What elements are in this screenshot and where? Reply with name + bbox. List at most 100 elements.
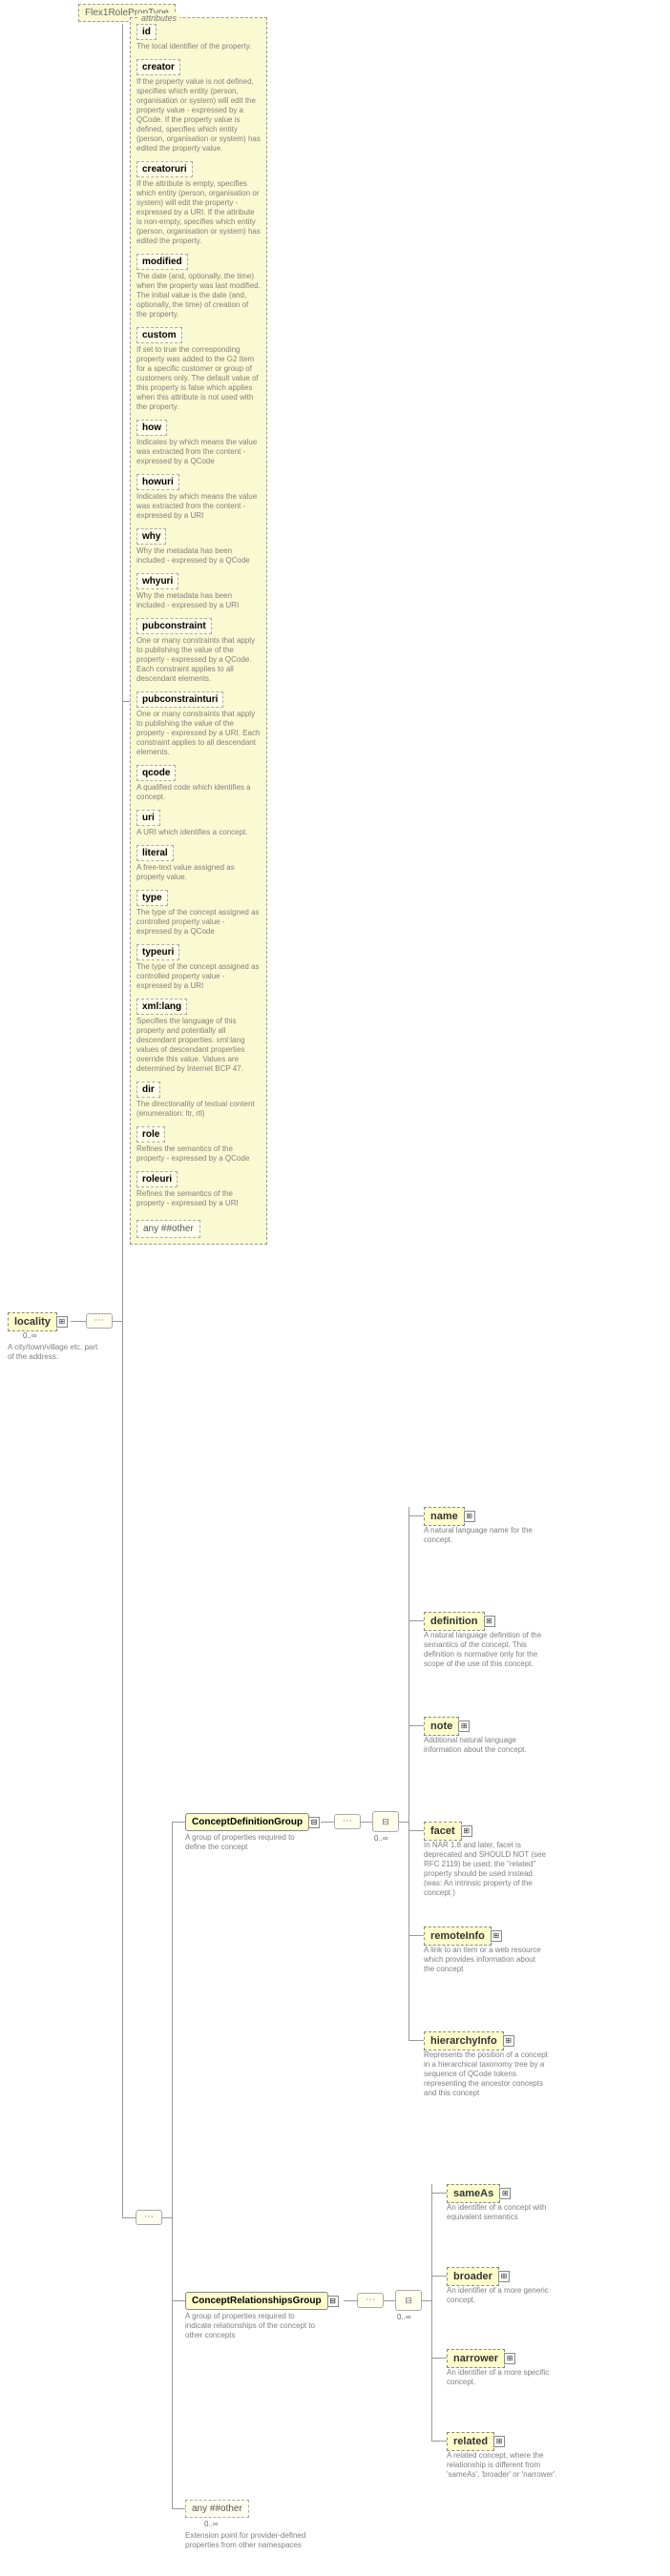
child-desc: Additional natural language information … bbox=[424, 1736, 548, 1755]
attr-howuri: howuri bbox=[136, 474, 179, 490]
attr-role: role bbox=[136, 1126, 165, 1143]
attr-desc: Refines the semantics of the property - … bbox=[136, 1189, 261, 1208]
attr-pubconstraint: pubconstraint bbox=[136, 618, 212, 634]
cdg-sequence bbox=[334, 1814, 361, 1829]
attr-qcode: qcode bbox=[136, 765, 176, 781]
connector bbox=[172, 1822, 185, 1823]
child-narrower[interactable]: narrower bbox=[447, 2349, 505, 2368]
connector bbox=[399, 1822, 408, 1823]
crg-occur: 0..∞ bbox=[397, 2313, 411, 2321]
any-other-occur: 0..∞ bbox=[204, 2520, 219, 2528]
child-desc: Represents the position of a concept in … bbox=[424, 2050, 548, 2098]
child-desc: A related concept, where the relationshi… bbox=[447, 2451, 571, 2480]
attr-whyuri: whyuri bbox=[136, 573, 178, 589]
child-desc: A link to an item or a web resource whic… bbox=[424, 1946, 548, 1974]
attr-id: id bbox=[136, 24, 157, 40]
attr-desc: One or many constraints that apply to pu… bbox=[136, 636, 261, 684]
connector bbox=[408, 1830, 424, 1831]
child-hierarchyInfo[interactable]: hierarchyInfo bbox=[424, 2031, 504, 2050]
child-note[interactable]: note bbox=[424, 1717, 459, 1736]
child-name[interactable]: name bbox=[424, 1507, 465, 1526]
attr-literal: literal bbox=[136, 845, 174, 861]
connector bbox=[384, 2300, 395, 2301]
attr-desc: Specifies the language of this property … bbox=[136, 1017, 261, 1074]
attr-desc: A URI which identifies a concept. bbox=[136, 828, 261, 837]
attr-desc: One or many constraints that apply to pu… bbox=[136, 710, 261, 757]
attr-desc: The directionality of textual content (e… bbox=[136, 1100, 261, 1119]
connector bbox=[431, 2276, 447, 2277]
attr-dir: dir bbox=[136, 1082, 160, 1098]
child-remoteInfo[interactable]: remoteInfo bbox=[424, 1927, 492, 1946]
attr-desc: A free-text value assigned as property v… bbox=[136, 863, 261, 882]
attr-modified: modified bbox=[136, 254, 188, 270]
child-desc: A natural language name for the concept. bbox=[424, 1526, 548, 1545]
concept-definition-group[interactable]: ConceptDefinitionGroup bbox=[185, 1813, 309, 1831]
connector bbox=[321, 1822, 334, 1823]
connector bbox=[172, 2300, 185, 2301]
attr-desc: Indicates by which means the value was e… bbox=[136, 438, 261, 466]
attr-desc: The type of the concept assigned as cont… bbox=[136, 962, 261, 991]
child-related[interactable]: related bbox=[447, 2432, 494, 2451]
groups-sequence bbox=[136, 2210, 162, 2225]
child-desc: In NAR 1.8 and later, facet is deprecate… bbox=[424, 1841, 548, 1898]
connector bbox=[408, 2040, 424, 2041]
child-facet[interactable]: facet bbox=[424, 1822, 462, 1841]
any-other-attr: any ##other bbox=[136, 1220, 200, 1238]
root-desc: A city/town/village etc. part of the add… bbox=[8, 1343, 103, 1362]
any-other-element: any ##other bbox=[185, 2500, 249, 2518]
connector bbox=[122, 701, 130, 702]
child-broader[interactable]: broader bbox=[447, 2267, 499, 2286]
child-desc: An identifier of a more generic concept. bbox=[447, 2286, 571, 2305]
cdg-occur: 0..∞ bbox=[374, 1834, 388, 1843]
attr-desc: The local identifier of the property. bbox=[136, 42, 261, 52]
attr-desc: If the attribute is empty, specifies whi… bbox=[136, 179, 261, 246]
connector bbox=[408, 1935, 424, 1936]
connector bbox=[71, 1321, 86, 1322]
attr-desc: Refines the semantics of the property - … bbox=[136, 1144, 261, 1164]
attr-desc: The type of the concept assigned as cont… bbox=[136, 908, 261, 937]
connector bbox=[162, 2217, 172, 2218]
concept-def-label: ConceptDefinitionGroup bbox=[192, 1817, 303, 1827]
attributes-container: attributes idThe local identifier of the… bbox=[130, 17, 267, 1245]
concept-relationships-group[interactable]: ConceptRelationshipsGroup bbox=[185, 2292, 328, 2310]
attr-desc: Why the metadata has been included - exp… bbox=[136, 591, 261, 610]
connector bbox=[408, 1620, 424, 1621]
attr-custom: custom bbox=[136, 327, 182, 343]
connector bbox=[122, 24, 123, 2217]
child-desc: A natural language definition of the sem… bbox=[424, 1631, 548, 1669]
root-element-name: locality bbox=[14, 1316, 51, 1328]
connector bbox=[431, 2358, 447, 2359]
child-definition[interactable]: definition bbox=[424, 1612, 485, 1631]
connector bbox=[431, 2193, 447, 2194]
concept-rel-label: ConceptRelationshipsGroup bbox=[192, 2296, 322, 2306]
attr-roleuri: roleuri bbox=[136, 1171, 178, 1187]
child-sameAs[interactable]: sameAs bbox=[447, 2184, 500, 2203]
attr-desc: A qualified code which identifies a conc… bbox=[136, 783, 261, 802]
connector bbox=[431, 2441, 447, 2442]
attr-desc: If the property value is not defined, sp… bbox=[136, 77, 261, 154]
concept-rel-desc: A group of properties required to indica… bbox=[185, 2312, 319, 2340]
attr-creatoruri: creatoruri bbox=[136, 161, 193, 177]
attributes-label: attributes bbox=[138, 13, 179, 23]
connector bbox=[113, 1321, 122, 1322]
attr-pubconstrainturi: pubconstrainturi bbox=[136, 691, 223, 708]
attr-typeuri: typeuri bbox=[136, 944, 179, 960]
attr-type: type bbox=[136, 890, 168, 906]
concept-def-desc: A group of properties required to define… bbox=[185, 1833, 309, 1852]
attr-desc: If set to true the corresponding propert… bbox=[136, 345, 261, 412]
attr-desc: Indicates by which means the value was e… bbox=[136, 492, 261, 521]
connector bbox=[408, 1725, 424, 1726]
connector bbox=[408, 1515, 424, 1516]
any-other-desc: Extension point for provider-defined pro… bbox=[185, 2531, 309, 2550]
cdg-choice bbox=[372, 1811, 399, 1832]
root-sequence bbox=[86, 1313, 113, 1329]
crg-choice bbox=[395, 2290, 422, 2311]
attr-how: how bbox=[136, 420, 167, 436]
connector bbox=[431, 2184, 432, 2442]
attr-uri: uri bbox=[136, 810, 160, 826]
connector bbox=[172, 1822, 173, 2508]
root-element[interactable]: locality bbox=[8, 1312, 57, 1331]
crg-sequence bbox=[357, 2293, 384, 2308]
connector bbox=[344, 2300, 357, 2301]
attr-xmllang: xml:lang bbox=[136, 999, 187, 1015]
